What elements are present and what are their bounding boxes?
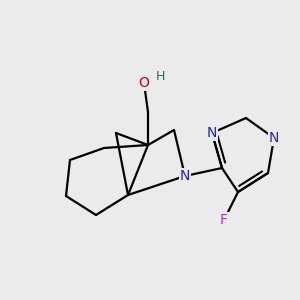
Text: F: F: [220, 213, 228, 227]
Text: H: H: [155, 70, 165, 83]
Text: N: N: [269, 131, 279, 145]
Text: O: O: [139, 76, 149, 90]
Text: N: N: [180, 169, 190, 183]
Text: N: N: [207, 126, 217, 140]
